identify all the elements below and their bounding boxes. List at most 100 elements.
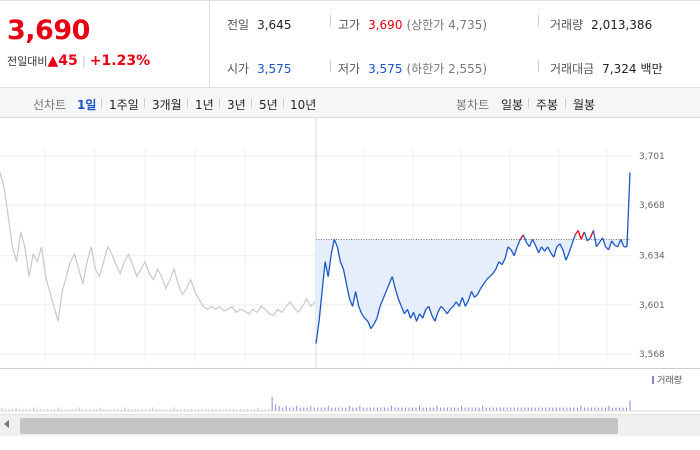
volume-label: 거래량 [550,18,584,32]
candle-daily-button[interactable]: 일봉 [501,98,524,112]
volume-chart: 거래량 [0,368,700,414]
chart-lines [0,172,631,344]
price-segment [400,306,406,315]
price-segment [370,323,375,330]
price-segment [382,291,387,300]
prev-day-line [0,172,316,322]
price-segment [403,308,408,315]
price-segment [574,230,579,236]
price-segment [416,313,421,322]
candle-monthly-button[interactable]: 월봉 [573,98,596,112]
range-3year-button[interactable]: 3년 [227,98,246,112]
price-segment [501,258,506,265]
y-tick-label: 3,568 [639,350,665,360]
price-segment [422,309,427,319]
range-3month-button[interactable]: 3개월 [152,98,182,112]
price-segment [443,308,448,315]
price-segment [580,231,585,240]
price-segment [492,268,497,274]
range-1day-button[interactable]: 1일 [77,98,97,112]
price-segment [601,237,607,248]
scroll-thumb[interactable] [20,418,618,434]
price-segment [321,261,326,292]
price-segment [333,239,338,248]
low-value: 3,575 [368,62,403,76]
price-segment [327,254,332,277]
price-segment [586,237,591,242]
price-segment [437,306,442,313]
high-label: 고가 [338,18,361,32]
price-segment [480,283,485,289]
price-segment [537,246,543,254]
stat-volume: 거래량 2,013,386 [550,16,652,33]
price-segment [397,298,402,307]
price-segment [486,276,491,281]
price-segment [617,239,622,248]
price-segment [608,240,613,250]
trade-value-value: 7,324 [602,62,637,76]
price-segment [620,239,625,248]
price-segment [516,239,521,248]
price-segment [474,293,479,298]
price-segment [553,246,558,258]
price-segment [409,312,415,319]
price-segment [589,230,595,239]
volume-legend: 거래량 [652,373,682,386]
price-segment [550,252,555,258]
divider [538,15,539,27]
divider [251,98,252,108]
price-segment [595,241,601,248]
stat-high: 고가 3,690 (상한가 4,735) [338,16,487,33]
stat-open: 시가 3,575 [227,60,291,77]
scroll-left-arrow-icon[interactable] [4,420,9,428]
price-chart[interactable]: 3,701 3,668 3,634 3,601 3,568 [0,118,700,368]
divider [565,98,566,108]
price-segment [458,297,463,307]
divider [538,60,539,72]
price-segment [534,245,540,254]
chart-toolbar: 선차트 1일 1주일 3개월 1년 3년 5년 10년 봉차트 일봉 주봉 월봉 [0,88,700,118]
line-chart-label: 선차트 [33,98,67,112]
price-segment [513,246,518,256]
price-segment [406,309,412,319]
price-segment [507,246,512,251]
price-segment [428,306,433,316]
price-segment [528,239,534,248]
divider [219,98,220,108]
y-tick-label: 3,634 [639,252,665,262]
price-segment [388,276,393,285]
current-price: 3,690 [7,15,90,46]
y-tick-label: 3,668 [639,201,665,211]
price-segment [498,261,503,266]
y-tick-label: 3,601 [639,301,665,311]
candle-weekly-button[interactable]: 주봉 [536,98,559,112]
price-segment [330,239,335,255]
price-segment [592,230,598,247]
chart-scrollbar[interactable] [0,414,700,436]
price-segment [367,321,372,329]
price-segment [452,301,457,307]
price-segment [339,261,345,270]
price-segment [345,283,351,300]
price-segment [559,243,564,251]
price-segment [379,298,384,307]
change-percent: +1.23% [89,53,151,69]
price-segment [412,312,418,322]
range-1year-button[interactable]: 1년 [195,98,214,112]
price-segment [373,317,378,325]
y-axis-ticks: 3,701 3,668 3,634 3,601 3,568 [639,152,665,360]
price-segment [449,305,454,310]
divider [330,15,331,27]
range-1week-button[interactable]: 1주일 [109,98,139,112]
range-10year-button[interactable]: 10년 [290,98,317,112]
price-segment [385,283,390,292]
divider [101,98,102,108]
price-chart-svg: 3,701 3,668 3,634 3,601 3,568 [0,118,665,368]
price-segment [351,291,357,307]
volume-value: 2,013,386 [591,18,653,32]
stat-trade-value: 거래대금 7,324 백만 [550,60,663,77]
price-segment [336,246,342,262]
price-segment [419,313,424,319]
range-5year-button[interactable]: 5년 [259,98,278,112]
price-segment [315,321,320,344]
